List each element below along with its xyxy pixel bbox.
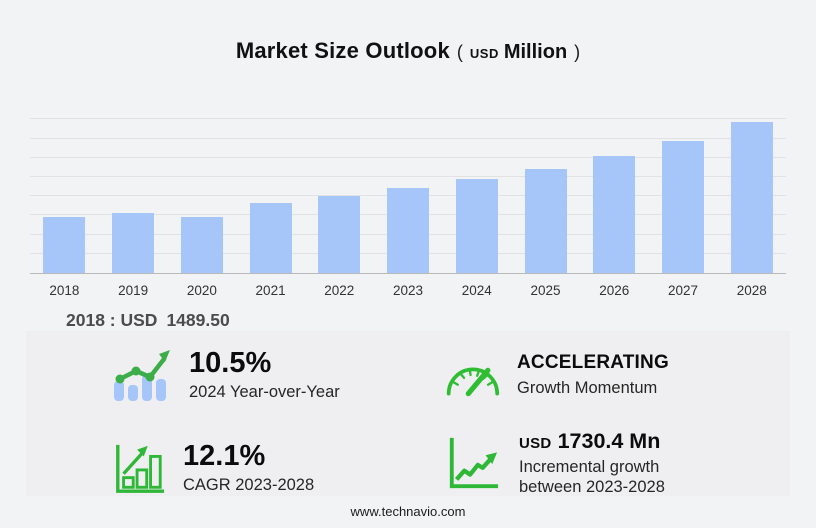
bar-column-2025: [511, 110, 580, 273]
website-link[interactable]: www.technavio.com: [350, 504, 466, 519]
stat-momentum-value: ACCELERATING: [517, 352, 669, 374]
bar-2026: [593, 156, 636, 273]
plot-area: [30, 110, 786, 274]
x-axis-label-2019: 2019: [118, 283, 149, 298]
bar-2028: [730, 122, 773, 273]
bar-2018: [43, 216, 86, 273]
stat-yoy-label: 2024 Year-over-Year: [189, 382, 340, 401]
stat-cagr-text: 12.1% CAGR 2023-2028: [183, 441, 314, 495]
bar-column-2022: [305, 110, 374, 273]
x-axis-label-2028: 2028: [736, 283, 767, 298]
gridline: [30, 137, 786, 139]
speedometer-icon: [444, 351, 500, 399]
stat-incremental: USD 1730.4 Mn Incremental growth between…: [444, 429, 665, 497]
bar-2022: [318, 195, 361, 273]
stat-momentum-text: ACCELERATING Growth Momentum: [517, 352, 669, 398]
x-axis-label-2022: 2022: [324, 283, 355, 298]
x-axis-label-2024: 2024: [461, 283, 492, 298]
stat-incremental-label-line2: between 2023-2028: [519, 477, 665, 496]
stat-incremental-value-row: USD 1730.4 Mn: [519, 429, 665, 454]
stat-momentum-label: Growth Momentum: [517, 378, 658, 397]
title-currency: USD: [469, 46, 499, 61]
bar-2021: [249, 202, 292, 273]
bars-row: [30, 110, 786, 273]
base-year-value: 1489.50: [166, 310, 230, 330]
growth-bars-icon: [112, 441, 166, 495]
line-chart-icon: [444, 436, 502, 490]
title-main: Market Size Outlook: [235, 38, 450, 63]
title-paren-open: (: [456, 42, 463, 62]
bar-column-2024: [442, 110, 511, 273]
stat-cagr-label: CAGR 2023-2028: [183, 475, 315, 494]
x-axis-label-2026: 2026: [599, 283, 630, 298]
stats-panel: 10.5% 2024 Year-over-Year: [26, 331, 790, 496]
market-size-bar-chart: 2018 2019 2020 2021 2022 2023 2024 2025 2026 2027…: [30, 110, 786, 298]
bar-2020: [180, 216, 223, 273]
x-axis-label-2020: 2020: [186, 283, 217, 298]
bar-chart-trend-icon: [112, 347, 172, 403]
title-paren-close: ): [574, 42, 581, 62]
bar-column-2026: [580, 110, 649, 273]
x-axis-label-2021: 2021: [255, 283, 286, 298]
stat-incremental-label-line1: Incremental growth: [519, 457, 660, 476]
bar-column-2021: [236, 110, 305, 273]
x-axis-label-2025: 2025: [530, 283, 561, 298]
gridline: [30, 156, 786, 158]
bar-column-2023: [374, 110, 443, 273]
x-axis-label-2027: 2027: [667, 283, 698, 298]
page-title: Market Size Outlook ( USD Million ): [0, 38, 816, 64]
stat-incremental-label: Incremental growth between 2023-2028: [519, 457, 665, 497]
stat-cagr-value: 12.1%: [183, 440, 266, 473]
bar-column-2018: [30, 110, 99, 273]
bar-2019: [112, 212, 155, 273]
bar-2023: [387, 187, 430, 273]
bar-2025: [524, 169, 567, 273]
stat-momentum: ACCELERATING Growth Momentum: [444, 351, 669, 399]
bar-2027: [661, 141, 704, 273]
stat-yoy-text: 10.5% 2024 Year-over-Year: [189, 348, 340, 402]
x-axis-labels: 2018 2019 2020 2021 2022 2023 2024 2025 2026 2027…: [30, 283, 786, 298]
bar-column-2027: [649, 110, 718, 273]
stat-yoy: 10.5% 2024 Year-over-Year: [112, 347, 340, 403]
x-axis-label-2023: 2023: [393, 283, 424, 298]
title-unit: Million: [503, 41, 568, 63]
base-year-label: 2018 : USD: [66, 310, 158, 330]
gridline: [30, 176, 786, 177]
stat-cagr: 12.1% CAGR 2023-2028: [112, 441, 314, 495]
gridline: [30, 118, 786, 120]
base-year-annotation: 2018 : USD 1489.50: [66, 310, 230, 331]
bar-column-2028: [717, 110, 786, 273]
x-axis-label-2018: 2018: [49, 283, 80, 298]
bar-column-2019: [99, 110, 168, 273]
stat-incremental-value: 1730.4 Mn: [557, 429, 661, 453]
stat-yoy-value: 10.5%: [189, 347, 272, 380]
stat-incremental-currency: USD: [519, 435, 552, 452]
stat-incremental-text: USD 1730.4 Mn Incremental growth between…: [519, 429, 665, 497]
bar-column-2020: [167, 110, 236, 273]
bar-2024: [455, 178, 498, 273]
